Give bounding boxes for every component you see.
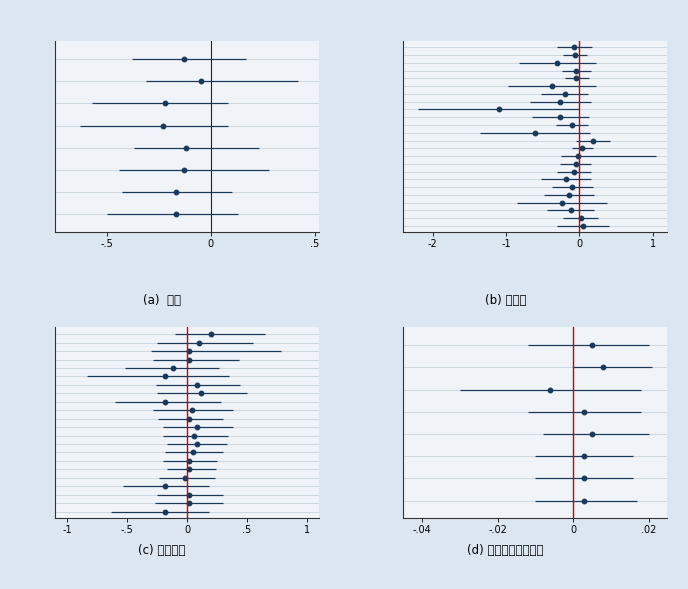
Text: (d) 移民居住者の割合: (d) 移民居住者の割合 (467, 544, 544, 557)
Text: (a)  人種: (a) 人種 (142, 294, 181, 307)
Text: (b) 党派性: (b) 党派性 (485, 294, 526, 307)
Text: (c) 教育水準: (c) 教育水準 (138, 544, 185, 557)
